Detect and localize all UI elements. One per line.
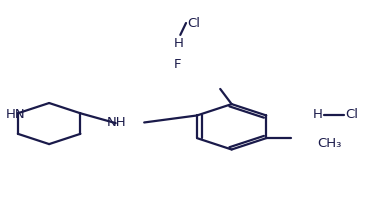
Text: Cl: Cl <box>345 108 358 121</box>
Text: HN: HN <box>5 108 25 121</box>
Text: H: H <box>313 108 323 121</box>
Text: NH: NH <box>107 116 126 129</box>
Text: Cl: Cl <box>187 16 200 30</box>
Text: H: H <box>173 37 183 50</box>
Text: CH₃: CH₃ <box>317 136 342 150</box>
Text: F: F <box>173 58 181 71</box>
